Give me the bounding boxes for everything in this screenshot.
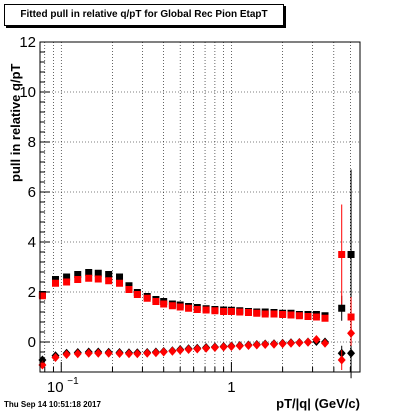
y-tick-label: 0 — [28, 334, 36, 351]
data-point — [124, 349, 133, 359]
data-point — [338, 251, 346, 258]
data-point — [73, 349, 82, 359]
data-point — [304, 313, 312, 320]
data-point — [295, 338, 304, 348]
data-point — [184, 345, 193, 354]
data-point — [116, 273, 124, 281]
data-point — [252, 340, 261, 350]
chart-title: Fitted pull in relative q/pT for Global … — [4, 4, 284, 26]
data-point — [219, 342, 228, 352]
data-point — [227, 342, 236, 351]
data-point — [270, 310, 278, 318]
data-point — [220, 308, 228, 315]
data-point — [63, 273, 71, 281]
data-point — [85, 274, 93, 282]
y-tick-label: 10 — [19, 84, 36, 101]
y-tick-label: 4 — [28, 234, 36, 251]
data-point — [193, 344, 202, 354]
data-point — [338, 304, 346, 312]
data-point — [321, 314, 329, 322]
data-point — [105, 271, 113, 278]
data-point — [143, 348, 152, 358]
data-point — [193, 306, 201, 313]
data-point — [63, 278, 71, 286]
data-point — [295, 312, 303, 320]
y-axis-label: pull in relative q/pT — [8, 63, 23, 182]
data-point — [321, 338, 330, 348]
data-point — [202, 343, 211, 353]
grid-lines — [40, 41, 360, 372]
x-tick-label: 10 — [47, 379, 64, 396]
data-point — [261, 340, 270, 349]
data-point — [62, 350, 71, 359]
data-point — [337, 355, 346, 365]
data-point — [74, 271, 82, 278]
data-point — [244, 309, 252, 316]
data-point — [151, 348, 160, 358]
data-point — [116, 279, 124, 287]
data-point — [312, 313, 320, 321]
data-point — [278, 339, 287, 349]
data-point — [168, 302, 176, 310]
x-tick-label: 1 — [227, 379, 235, 396]
data-point — [74, 276, 82, 283]
timestamp: Thu Sep 14 10:51:18 2017 — [4, 400, 101, 409]
data-point — [270, 339, 279, 349]
data-point — [84, 348, 93, 358]
data-point — [143, 294, 151, 302]
data-point — [176, 303, 184, 311]
data-point — [347, 328, 356, 338]
data-point — [94, 269, 102, 277]
y-tick-label: 12 — [19, 34, 36, 51]
y-tick-label: 6 — [28, 184, 36, 201]
data-point — [168, 346, 177, 356]
x-tick-label-exponent: −1 — [67, 376, 79, 387]
data-point — [261, 310, 269, 318]
data-point — [347, 348, 356, 358]
data-point — [133, 349, 142, 359]
data-point — [94, 348, 103, 358]
data-point — [125, 286, 133, 293]
y-tick-label: 8 — [28, 134, 36, 151]
plot-frame — [39, 41, 361, 373]
data-point — [38, 292, 46, 300]
data-point — [235, 341, 244, 351]
data-point — [286, 338, 295, 348]
data-point — [85, 269, 93, 276]
data-marks — [38, 169, 356, 379]
data-point — [94, 275, 102, 283]
data-point — [152, 298, 160, 305]
data-point — [125, 282, 133, 290]
data-point — [104, 348, 113, 358]
data-point — [159, 347, 168, 357]
data-point — [211, 307, 219, 315]
data-point — [312, 335, 321, 344]
data-point — [176, 345, 185, 355]
y-tick-label: 2 — [28, 284, 36, 301]
data-point — [202, 306, 210, 314]
data-point — [160, 300, 168, 308]
data-point — [51, 276, 59, 283]
data-point — [244, 341, 253, 350]
data-point — [347, 251, 355, 258]
data-point — [347, 313, 355, 321]
data-point — [51, 279, 59, 287]
data-point — [304, 337, 313, 347]
data-point — [236, 308, 244, 316]
data-point — [227, 308, 235, 315]
data-point — [287, 311, 295, 319]
data-point — [210, 343, 219, 352]
data-point — [279, 311, 287, 318]
data-point — [253, 309, 261, 317]
data-point — [115, 349, 124, 358]
data-point — [51, 353, 60, 362]
data-point — [105, 277, 113, 285]
data-point — [133, 291, 141, 298]
data-point — [185, 304, 193, 312]
x-axis-label: pT/|q| (GeV/c) — [276, 396, 360, 411]
